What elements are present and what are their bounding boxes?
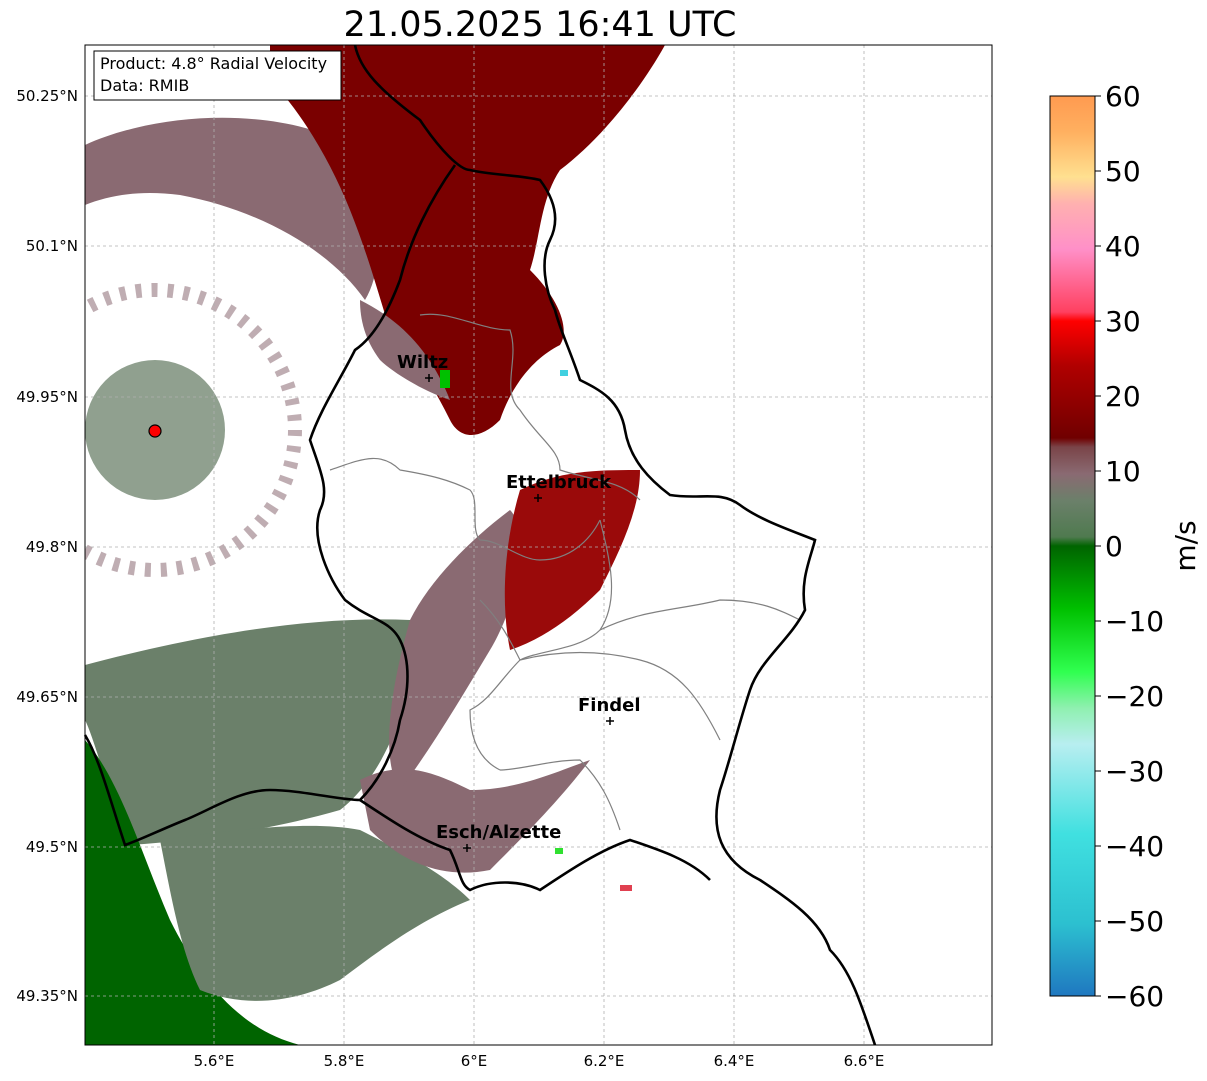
lat-tick: 49.35°N <box>16 987 78 1005</box>
radar-site-marker <box>148 424 162 438</box>
colorbar-tick-label: −30 <box>1105 755 1164 788</box>
echo-inbound-south <box>160 825 470 1001</box>
colorbar-tick-label: 30 <box>1105 305 1141 338</box>
map-title: 21.05.2025 16:41 UTC <box>343 5 737 45</box>
colorbar <box>1049 95 1096 997</box>
luxembourg-border-south <box>359 798 711 892</box>
echo-speckle <box>440 370 450 388</box>
echo-speckle <box>560 370 568 376</box>
lon-tick: 6°E <box>461 1052 488 1070</box>
lat-tick: 49.5°N <box>26 838 78 856</box>
colorbar-label: m/s <box>1169 520 1202 571</box>
echo-clutter-ring <box>85 283 302 577</box>
echo-outbound-east <box>504 470 640 650</box>
colorbar-tick-label: −60 <box>1105 980 1164 1013</box>
colorbar-tick-label: −10 <box>1105 605 1164 638</box>
city-label-ettelbruck: Ettelbruck <box>506 472 612 493</box>
lat-tick: 49.65°N <box>16 688 78 706</box>
lon-tick: 6.4°E <box>714 1052 755 1070</box>
lat-tick: 49.8°N <box>26 538 78 556</box>
echo-near-zero-central <box>389 510 521 790</box>
colorbar-tick-label: 0 <box>1105 530 1123 563</box>
map-frame <box>84 44 993 1046</box>
city-marker-ettelbruck <box>534 494 542 502</box>
echo-near-zero-north <box>85 117 379 300</box>
city-label-esch-alzette: Esch/Alzette <box>436 822 561 843</box>
colorbar-tick-label: 60 <box>1105 80 1141 113</box>
city-markers <box>425 374 614 852</box>
echo-inbound-west <box>85 619 412 845</box>
lon-tick: 6.6°E <box>844 1052 885 1070</box>
lat-tick: 50.25°N <box>16 87 78 105</box>
colorbar-tick-label: −40 <box>1105 830 1164 863</box>
echo-speckle <box>555 848 563 854</box>
colorbar-tick-label: 40 <box>1105 230 1141 263</box>
info-data-source: Data: RMIB <box>100 76 189 95</box>
luxembourg-border-east <box>353 44 877 1046</box>
echo-near-zero-wiltz <box>360 300 450 400</box>
lon-tick: 5.6°E <box>194 1052 235 1070</box>
longitude-tick-labels: 5.6°E 5.8°E 6°E 6.2°E 6.4°E 6.6°E <box>194 1052 885 1070</box>
city-marker-wiltz <box>425 374 433 382</box>
colorbar-tick-label: −20 <box>1105 680 1164 713</box>
luxembourg-border-west <box>83 164 457 847</box>
colorbar-tick-label: 10 <box>1105 455 1141 488</box>
info-product: Product: 4.8° Radial Velocity <box>100 54 327 73</box>
radar-echo-layer <box>85 45 665 1045</box>
city-marker-findel <box>606 717 614 725</box>
lat-tick: 50.1°N <box>26 237 78 255</box>
echo-inbound-southwest-dark <box>85 740 300 1045</box>
colorbar-tick-label: −50 <box>1105 905 1164 938</box>
latitude-tick-labels: 50.25°N 50.1°N 49.95°N 49.8°N 49.65°N 49… <box>16 87 78 1005</box>
lon-tick: 6.2°E <box>584 1052 625 1070</box>
city-label-wiltz: Wiltz <box>397 352 448 373</box>
echo-near-zero-south <box>360 760 590 873</box>
lon-tick: 5.8°E <box>324 1052 365 1070</box>
colorbar-tick-label: 20 <box>1105 380 1141 413</box>
colorbar-tick-label: 50 <box>1105 155 1141 188</box>
lat-tick: 49.95°N <box>16 388 78 406</box>
echo-speckle <box>620 885 632 891</box>
colorbar-ticks: 60 50 40 30 20 10 0 −10 −20 −30 −40 −50 −60 <box>1095 80 1164 1013</box>
echo-outbound-north <box>270 45 665 435</box>
canton-boundaries <box>329 313 801 831</box>
city-label-findel: Findel <box>578 695 641 716</box>
info-box <box>93 50 342 101</box>
city-marker-esch <box>463 844 471 852</box>
